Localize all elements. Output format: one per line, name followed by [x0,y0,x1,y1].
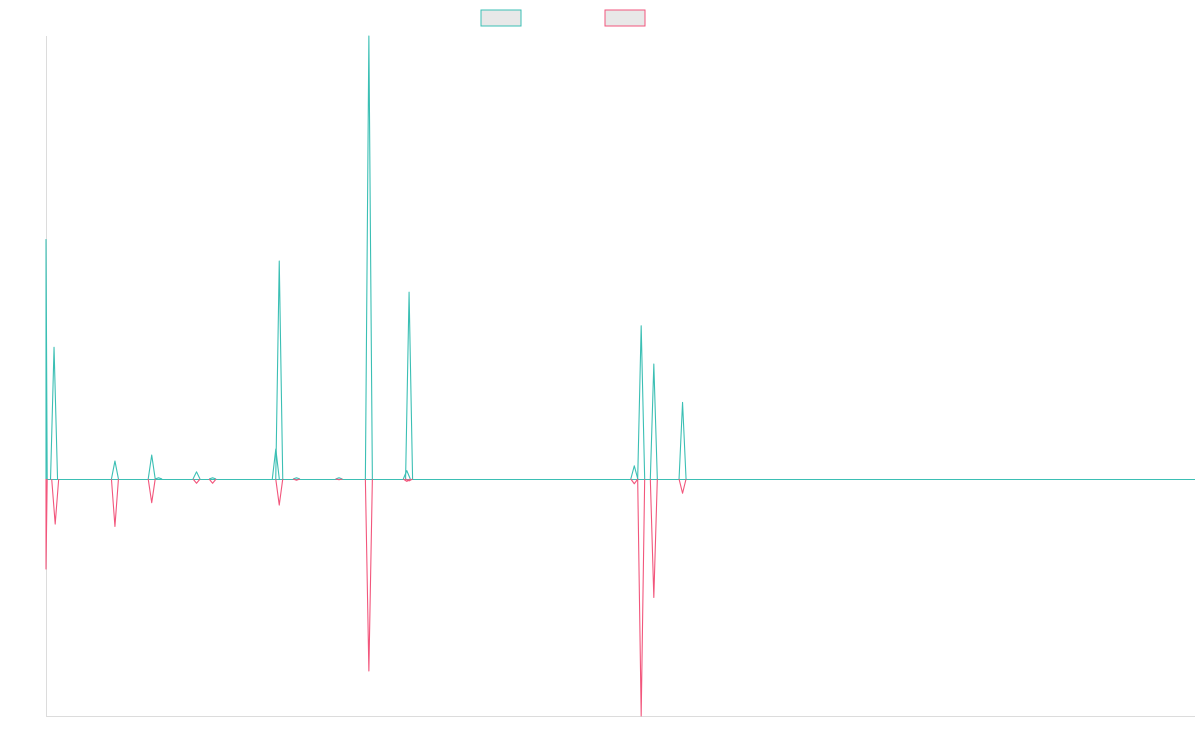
series-2-peak-10[interactable] [364,478,373,672]
series-1-peak-12[interactable] [364,35,373,480]
legend [480,9,646,27]
series-1-peak-15[interactable] [630,465,639,480]
series-1-peak-3[interactable] [110,460,119,480]
series-1-peak-1[interactable] [45,238,48,480]
series-2-peak-1[interactable] [45,478,48,570]
legend-swatch-series-2[interactable] [604,9,646,27]
series-1-peak-9[interactable] [275,260,284,480]
series-1-peak-5[interactable] [154,477,163,480]
series-2-peak-9[interactable] [335,478,343,481]
series-1-peak-18[interactable] [678,401,687,480]
legend-swatch-series-1[interactable] [480,9,522,27]
plot-area [45,35,1195,717]
series-1-peak-14[interactable] [405,291,414,480]
series-1-peak-6[interactable] [192,471,201,480]
series-1 [45,35,687,480]
series-1-peak-4[interactable] [147,454,156,480]
series-1-peak-17[interactable] [649,363,658,480]
series-2-peak-14[interactable] [637,478,646,717]
series-2-peak-5[interactable] [192,478,201,484]
axes [46,36,1195,717]
series-2-peak-4[interactable] [147,478,156,504]
series-2-peak-11[interactable] [402,478,411,482]
series-2-peak-8[interactable] [292,478,301,481]
series-2-peak-15[interactable] [649,478,658,599]
series-1-peak-13[interactable] [402,470,411,480]
series-2-peak-7[interactable] [275,478,284,506]
series-1-peak-11[interactable] [335,477,343,480]
series-1-peak-7[interactable] [208,477,217,480]
series-1-peak-10[interactable] [292,477,301,480]
series-2-peak-3[interactable] [110,478,119,527]
series-2-peak-12[interactable] [405,478,413,482]
series-2-peak-13[interactable] [630,478,639,485]
series-2-peak-6[interactable] [208,478,217,484]
series-2-peak-16[interactable] [678,478,687,494]
series-2-peak-2[interactable] [51,478,60,525]
series-2 [45,478,687,717]
series-1-peak-2[interactable] [49,346,59,480]
series-1-peak-16[interactable] [637,325,646,480]
